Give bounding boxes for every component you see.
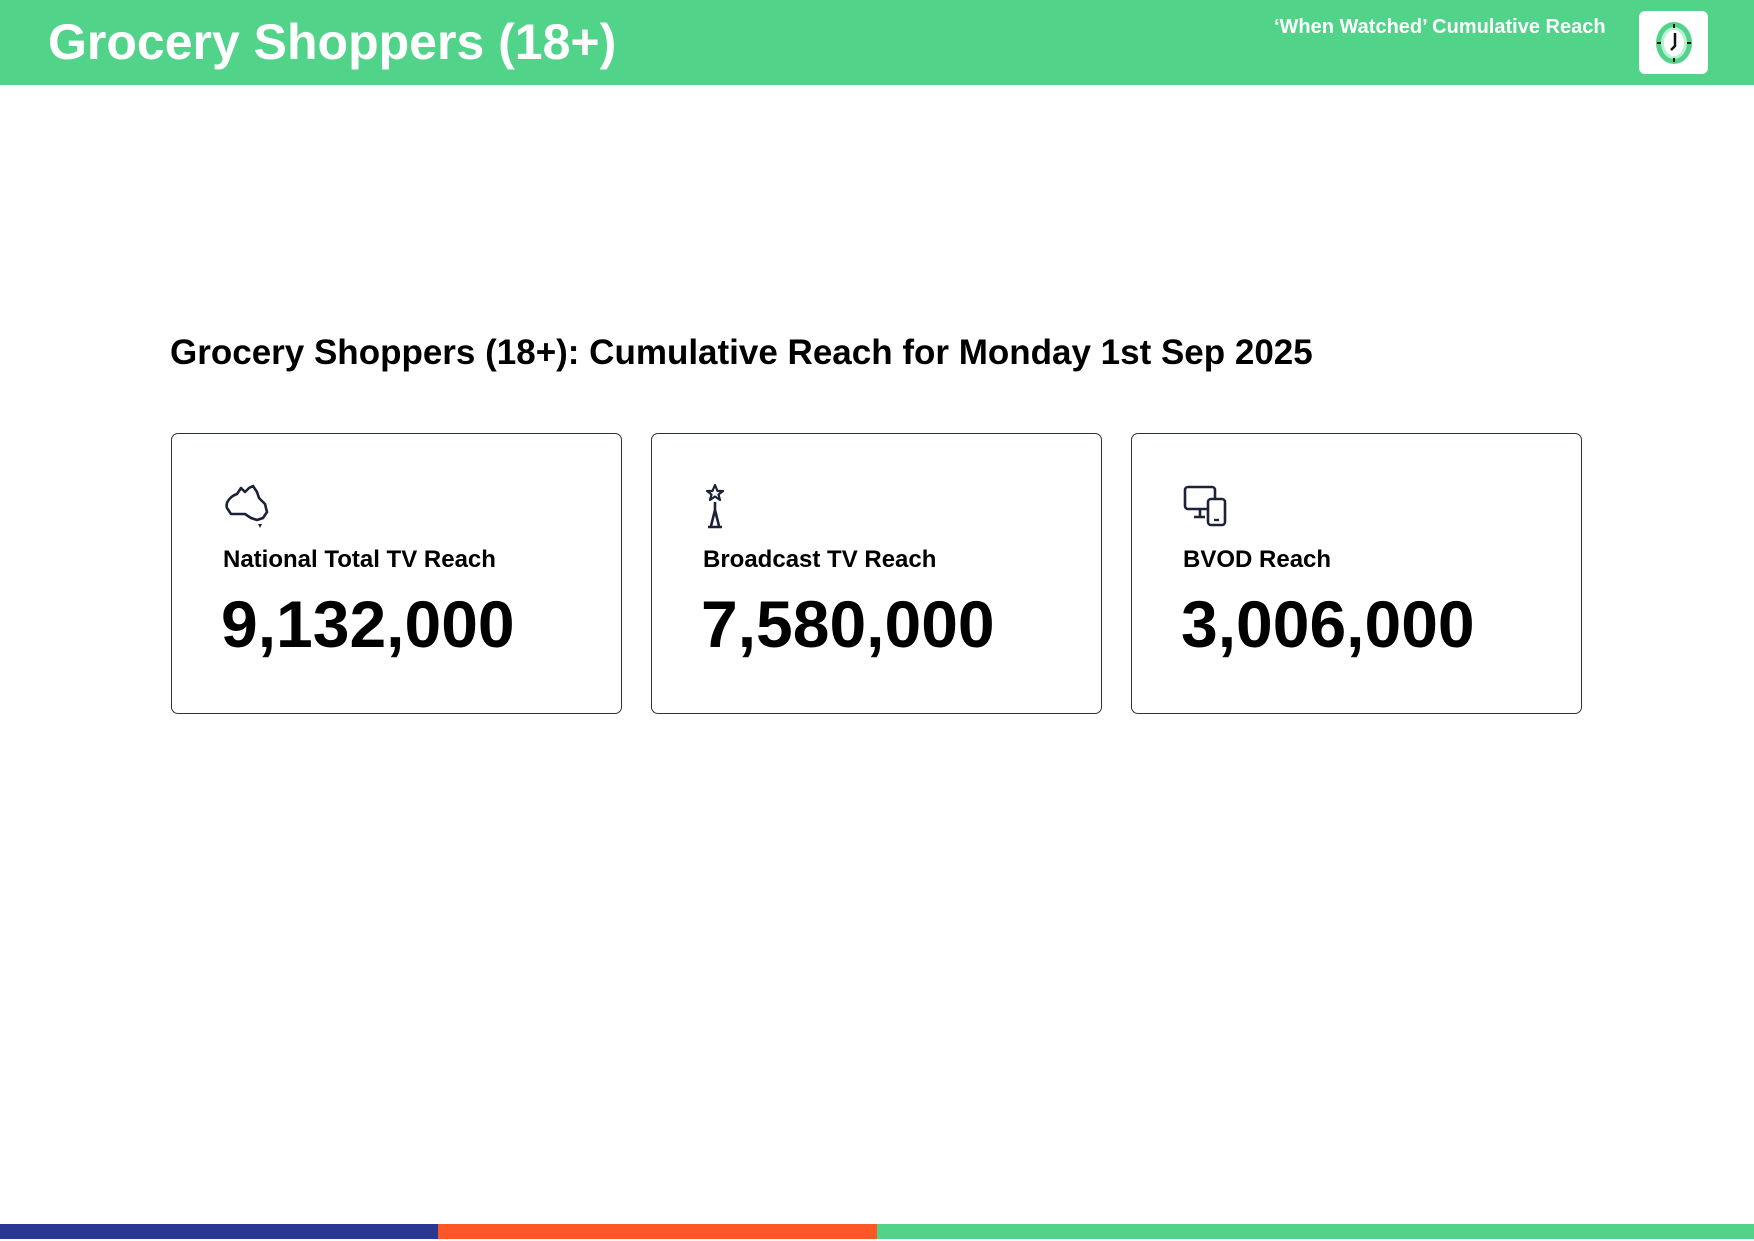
section-heading: Grocery Shoppers (18+): Cumulative Reach… xyxy=(170,333,1313,372)
broadcast-reach-card: Broadcast TV Reach 7,580,000 xyxy=(651,433,1102,714)
national-reach-card: National Total TV Reach 9,132,000 xyxy=(171,433,622,714)
page-title: Grocery Shoppers (18+) xyxy=(48,14,617,70)
report-subtitle: ‘When Watched’ Cumulative Reach xyxy=(1274,16,1606,38)
clock-icon xyxy=(1639,11,1708,74)
bvod-reach-card: BVOD Reach 3,006,000 xyxy=(1131,433,1582,714)
card-value: 9,132,000 xyxy=(221,587,515,661)
header-bar: Grocery Shoppers (18+) ‘When Watched’ Cu… xyxy=(0,0,1754,85)
devices-icon xyxy=(1183,484,1231,530)
australia-map-icon xyxy=(223,484,271,530)
card-label: BVOD Reach xyxy=(1183,546,1332,573)
footer-bar-orange xyxy=(438,1224,877,1239)
card-value: 3,006,000 xyxy=(1181,587,1475,661)
card-label: National Total TV Reach xyxy=(223,546,496,573)
broadcast-tower-icon xyxy=(703,483,751,530)
card-label: Broadcast TV Reach xyxy=(703,546,937,573)
footer-bar-blue xyxy=(0,1224,438,1239)
footer-bar-green xyxy=(877,1224,1754,1239)
card-value: 7,580,000 xyxy=(701,587,995,661)
